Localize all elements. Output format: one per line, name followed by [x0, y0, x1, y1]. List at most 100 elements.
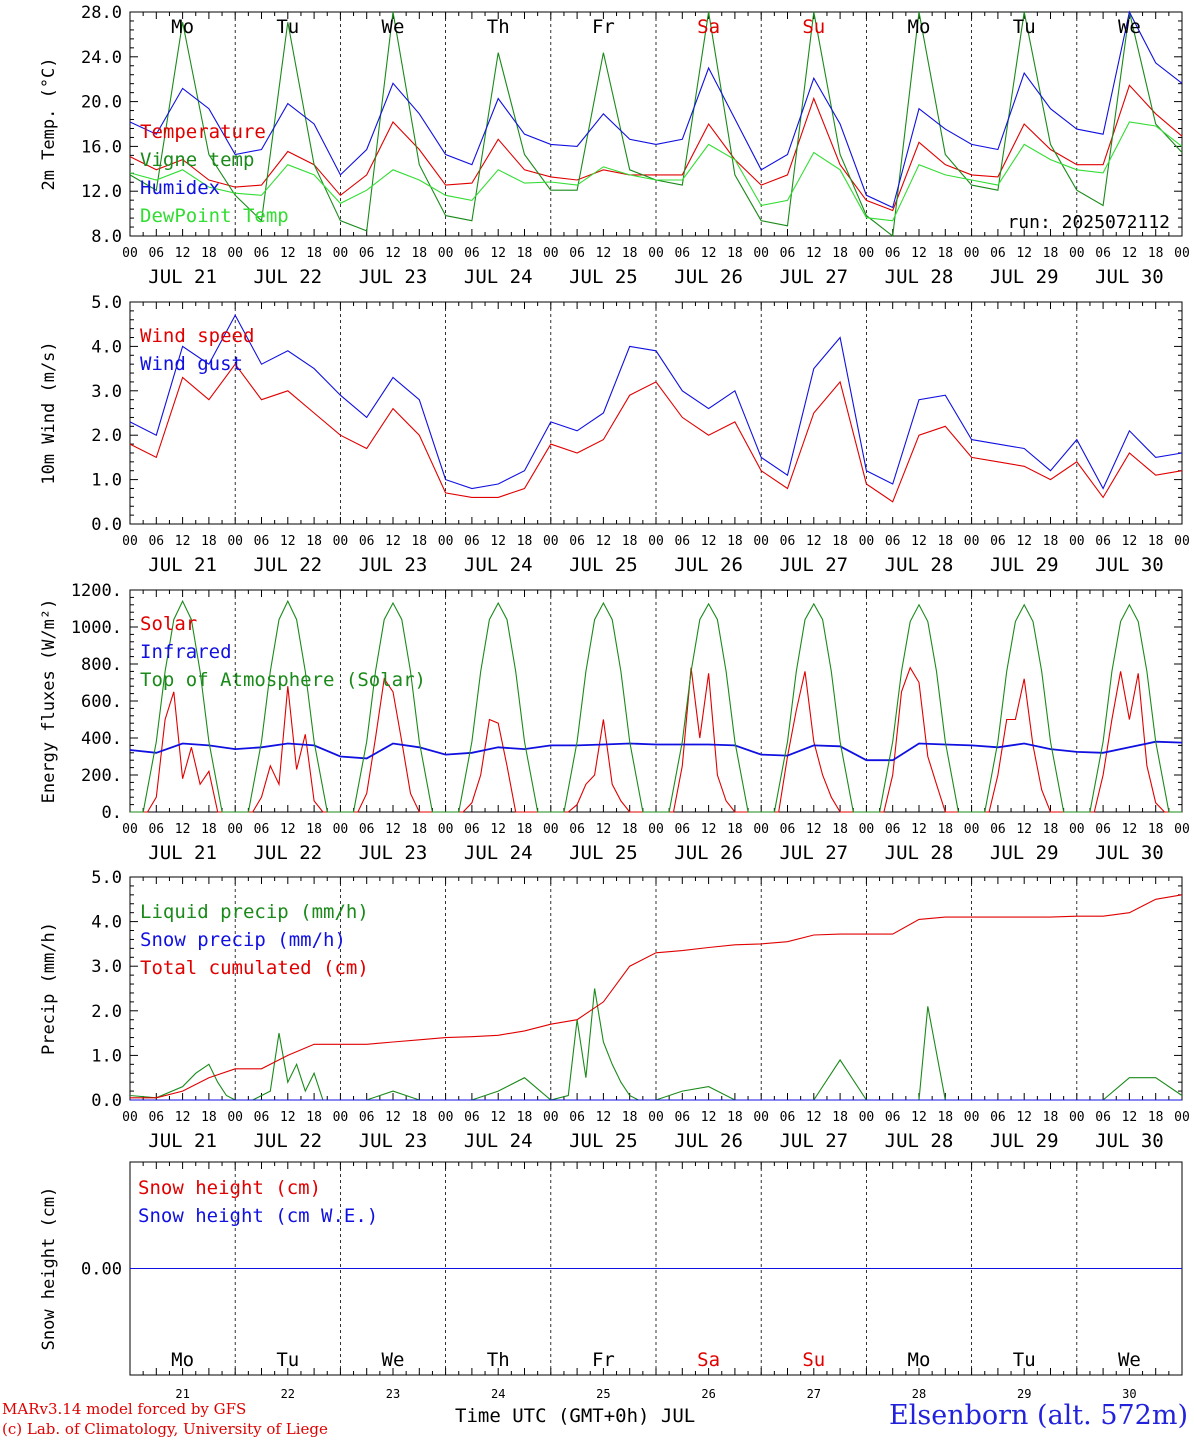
y-tick-label: 2.0 [91, 1002, 122, 1022]
hour-tick-label: 18 [1043, 822, 1059, 837]
date-label: JUL 24 [464, 266, 533, 288]
series-line-humidex [129, 10, 1183, 209]
hour-tick-label: 00 [859, 534, 875, 549]
date-label: JUL 26 [674, 266, 743, 288]
hour-tick-label: 06 [885, 822, 901, 837]
hour-tick-label: 12 [596, 246, 612, 261]
day-number-label: 22 [281, 1387, 295, 1401]
date-label: JUL 23 [359, 266, 428, 288]
y-axis-label: Energy fluxes (W/m²) [39, 599, 59, 804]
hour-tick-label: 06 [780, 246, 796, 261]
hour-tick-label: 12 [806, 822, 822, 837]
date-label: JUL 24 [464, 842, 533, 864]
hour-tick-label: 00 [438, 1110, 454, 1125]
hour-tick-label: 12 [596, 822, 612, 837]
y-tick-label: 4.0 [91, 913, 122, 933]
hour-tick-label: 18 [201, 246, 217, 261]
hour-tick-label: 12 [701, 1110, 717, 1125]
hour-tick-label: 18 [937, 822, 953, 837]
y-tick-label: 4.0 [91, 337, 122, 357]
y-axis-label: Precip (mm/h) [39, 922, 59, 1055]
y-tick-label: 0. [102, 803, 122, 823]
hour-tick-label: 00 [543, 1110, 559, 1125]
hour-tick-label: 12 [1122, 246, 1138, 261]
hour-tick-label: 06 [674, 534, 690, 549]
hour-tick-label: 00 [227, 822, 243, 837]
date-label: JUL 21 [148, 554, 217, 576]
date-label: JUL 27 [779, 266, 848, 288]
hour-tick-label: 06 [569, 1110, 585, 1125]
weekday-label-bottom: Su [802, 1349, 825, 1371]
hour-tick-label: 00 [753, 822, 769, 837]
date-label: JUL 28 [885, 1130, 954, 1152]
hour-tick-label: 18 [517, 534, 533, 549]
hour-tick-label: 18 [411, 246, 427, 261]
hour-tick-label: 12 [280, 1110, 296, 1125]
legend-entry: Snow precip (mm/h) [140, 929, 346, 951]
hour-tick-label: 06 [990, 246, 1006, 261]
weekday-label-bottom: We [382, 1349, 405, 1371]
hour-tick-label: 06 [254, 246, 270, 261]
weekday-label-top: Tu [1013, 16, 1036, 38]
date-label: JUL 30 [1095, 266, 1164, 288]
hour-tick-label: 12 [911, 1110, 927, 1125]
hour-tick-label: 06 [569, 534, 585, 549]
hour-tick-label: 00 [543, 822, 559, 837]
hour-tick-label: 06 [674, 822, 690, 837]
hour-tick-label: 06 [990, 1110, 1006, 1125]
hour-tick-label: 06 [1095, 1110, 1111, 1125]
hour-tick-label: 12 [911, 822, 927, 837]
hour-tick-label: 12 [806, 246, 822, 261]
weekday-label-bottom: Th [487, 1349, 510, 1371]
hour-tick-label: 12 [490, 1110, 506, 1125]
y-tick-label: 12.0 [81, 182, 122, 202]
hour-tick-label: 12 [385, 1110, 401, 1125]
hour-tick-label: 18 [1043, 1110, 1059, 1125]
legend-entry: Total cumulated (cm) [140, 957, 369, 979]
hour-tick-label: 00 [964, 1110, 980, 1125]
series-line-total-cumulated-cm- [130, 894, 1183, 1099]
hour-tick-label: 18 [1148, 534, 1164, 549]
date-label: JUL 25 [569, 554, 638, 576]
hour-tick-label: 06 [885, 246, 901, 261]
day-number-label: 25 [596, 1387, 610, 1401]
hour-tick-label: 12 [1122, 822, 1138, 837]
hour-tick-label: 12 [1122, 1110, 1138, 1125]
hour-tick-label: 00 [1174, 246, 1190, 261]
y-tick-label: 3.0 [91, 957, 122, 977]
hour-tick-label: 12 [596, 1110, 612, 1125]
hour-tick-label: 00 [543, 534, 559, 549]
hour-tick-label: 00 [438, 534, 454, 549]
hour-tick-label: 18 [832, 822, 848, 837]
hour-tick-label: 18 [727, 822, 743, 837]
hour-tick-label: 12 [175, 1110, 191, 1125]
hour-tick-label: 00 [122, 246, 138, 261]
date-label: JUL 30 [1095, 554, 1164, 576]
hour-tick-label: 00 [648, 246, 664, 261]
y-tick-label: 600. [81, 692, 122, 712]
hour-tick-label: 00 [227, 246, 243, 261]
run-annotation: run: 2025072112 [1007, 212, 1170, 233]
date-label: JUL 28 [885, 266, 954, 288]
y-tick-label: 2.0 [91, 426, 122, 446]
hour-tick-label: 12 [490, 822, 506, 837]
hour-tick-label: 06 [359, 246, 375, 261]
y-axis-label: 10m Wind (m/s) [39, 341, 59, 484]
hour-tick-label: 06 [359, 822, 375, 837]
hour-tick-label: 06 [1095, 822, 1111, 837]
y-tick-label: 800. [81, 655, 122, 675]
weekday-label-bottom: Fr [592, 1349, 615, 1371]
day-number-label: 24 [491, 1387, 505, 1401]
y-tick-label: 400. [81, 729, 122, 749]
hour-tick-label: 18 [306, 534, 322, 549]
legend-entry: Wind speed [140, 325, 254, 347]
hour-tick-label: 12 [175, 534, 191, 549]
date-label: JUL 25 [569, 842, 638, 864]
hour-tick-label: 12 [911, 246, 927, 261]
legend-entry: Top of Atmosphere (Solar) [140, 669, 426, 691]
hour-tick-label: 00 [753, 1110, 769, 1125]
hour-tick-label: 06 [674, 1110, 690, 1125]
y-tick-label: 1.0 [91, 1046, 122, 1066]
y-tick-label: 16.0 [81, 137, 122, 157]
day-number-label: 23 [386, 1387, 400, 1401]
